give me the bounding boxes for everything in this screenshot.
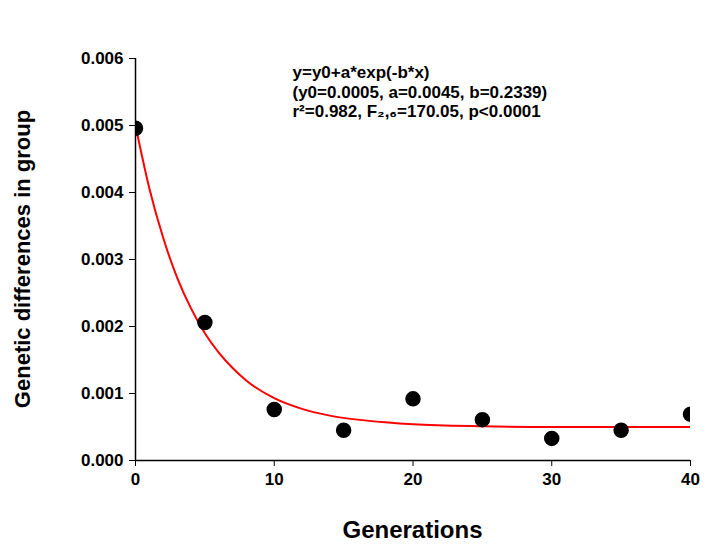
svg-text:0: 0 bbox=[131, 470, 140, 489]
svg-text:0.005: 0.005 bbox=[81, 116, 124, 135]
svg-text:y=y0+a*exp(-b*x)(y0=0.0005, a=: y=y0+a*exp(-b*x)(y0=0.0005, a=0.0045, b=… bbox=[293, 63, 548, 121]
svg-text:Generations: Generations bbox=[342, 516, 482, 543]
svg-text:30: 30 bbox=[542, 470, 561, 489]
svg-text:0.002: 0.002 bbox=[81, 317, 124, 336]
svg-text:40: 40 bbox=[681, 470, 700, 489]
svg-text:0.000: 0.000 bbox=[81, 451, 124, 470]
svg-text:0.003: 0.003 bbox=[81, 250, 124, 269]
svg-text:20: 20 bbox=[404, 470, 423, 489]
svg-text:10: 10 bbox=[265, 470, 284, 489]
svg-text:Genetic differences in group: Genetic differences in group bbox=[10, 110, 35, 408]
svg-text:0.004: 0.004 bbox=[81, 183, 124, 202]
svg-text:0.001: 0.001 bbox=[81, 384, 124, 403]
svg-text:0.006: 0.006 bbox=[81, 49, 124, 68]
